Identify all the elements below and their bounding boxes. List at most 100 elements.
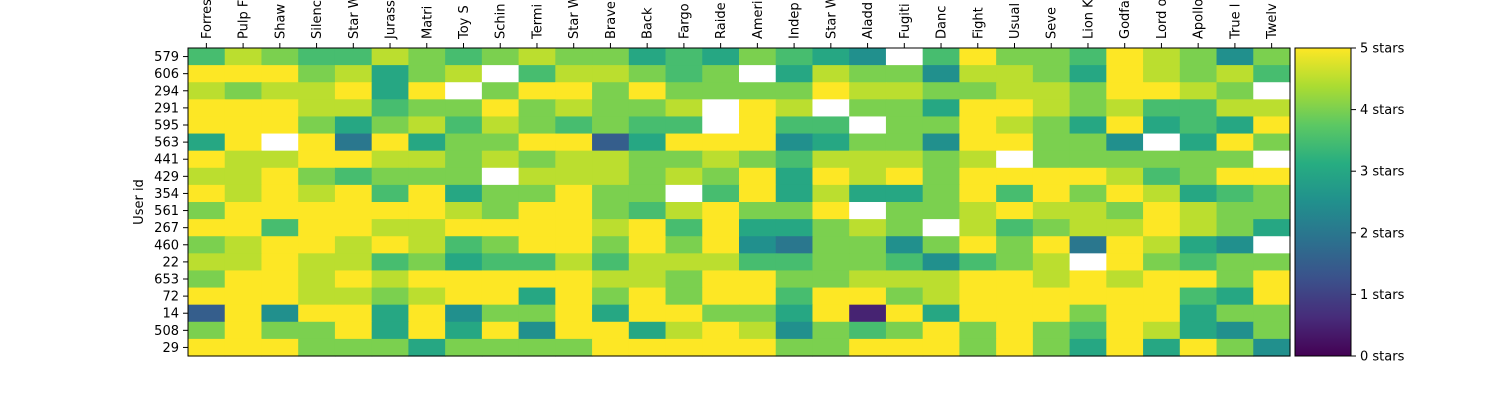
heatmap-cell [518, 287, 556, 306]
heatmap-cell [996, 338, 1034, 357]
heatmap-cell [1216, 270, 1254, 289]
heatmap-cell [1179, 65, 1218, 83]
row-label: 595 [154, 119, 179, 134]
column-label: Ameri [751, 0, 766, 39]
heatmap-cell [849, 338, 887, 357]
heatmap-cell [555, 184, 593, 203]
heatmap-cell [334, 202, 373, 220]
heatmap-cell [298, 99, 336, 118]
column-label: Usual [1008, 3, 1023, 39]
heatmap-cell [188, 48, 226, 66]
heatmap-cell [775, 99, 814, 118]
heatmap-cell [775, 236, 814, 254]
column-label: Star W [824, 0, 839, 39]
heatmap-cell [812, 167, 850, 186]
heatmap-cell [922, 133, 960, 152]
heatmap-cell [922, 270, 960, 289]
heatmap-cell [1069, 48, 1107, 66]
column-label: Toy S [457, 5, 472, 40]
heatmap-cell [775, 167, 814, 186]
heatmap-cell [188, 270, 226, 289]
heatmap-cell [1216, 321, 1254, 340]
heatmap-cell [1179, 321, 1218, 340]
heatmap-cell [1143, 304, 1181, 323]
heatmap-cell [188, 236, 226, 254]
heatmap-cell [1253, 48, 1291, 66]
heatmap-cell [1216, 219, 1254, 237]
heatmap-cell [408, 99, 446, 118]
heatmap-cell [1179, 236, 1218, 254]
heatmap-cell [849, 167, 887, 186]
heatmap-cell [1143, 202, 1181, 220]
column-label: Godfa [1118, 0, 1133, 39]
heatmap-cell [628, 270, 667, 289]
heatmap-cell [408, 338, 446, 357]
heatmap-cell [628, 304, 667, 323]
heatmap-cell [665, 219, 703, 237]
heatmap-cell [739, 116, 777, 135]
heatmap-cell [481, 167, 520, 186]
heatmap-cell [739, 304, 777, 323]
heatmap-cell [518, 236, 556, 254]
heatmap-cell [812, 82, 850, 100]
heatmap-cell [959, 65, 997, 83]
heatmap-cell [628, 82, 667, 100]
heatmap-cell [592, 167, 630, 186]
heatmap-cell [885, 253, 924, 272]
heatmap-cell [922, 116, 960, 135]
heatmap-cell [665, 236, 703, 254]
heatmap-cell [1179, 116, 1218, 135]
heatmap-cell [1253, 202, 1291, 220]
heatmap-cell [812, 202, 850, 220]
heatmap-cell [628, 253, 667, 272]
heatmap-cell [849, 219, 887, 237]
heatmap-cell [996, 219, 1034, 237]
heatmap-cell [1032, 99, 1071, 118]
heatmap-cell [188, 133, 226, 152]
row-label: 291 [154, 101, 179, 116]
heatmap-cell [996, 116, 1034, 135]
heatmap-cell [1216, 304, 1254, 323]
heatmap-cell [518, 184, 556, 203]
heatmap-cell [1179, 338, 1218, 357]
column-label: Fugiti [898, 3, 913, 39]
heatmap-cell [224, 82, 263, 100]
heatmap-cell [481, 270, 520, 289]
heatmap-cell [518, 48, 556, 66]
heatmap-cell [445, 82, 483, 100]
heatmap-cell [1143, 116, 1181, 135]
heatmap-cell [1253, 304, 1291, 323]
heatmap-cell [224, 287, 263, 306]
heatmap-cell [1069, 338, 1107, 357]
heatmap-cell [959, 202, 997, 220]
heatmap-cell [1032, 133, 1071, 152]
heatmap-cell [849, 65, 887, 83]
heatmap-cell [775, 65, 814, 83]
heatmap-cell [555, 236, 593, 254]
heatmap-cell [334, 150, 373, 169]
heatmap-cell [592, 116, 630, 135]
heatmap-cell [702, 133, 740, 152]
column-label: Termi [530, 4, 545, 40]
row-label: 22 [162, 255, 179, 270]
heatmap-cell [1253, 270, 1291, 289]
heatmap-cell [812, 184, 850, 203]
heatmap-cell [665, 65, 703, 83]
heatmap-cell [1143, 184, 1181, 203]
heatmap-cell [445, 65, 483, 83]
heatmap-cell [1179, 82, 1218, 100]
heatmap-cell [775, 202, 814, 220]
heatmap-cell [1032, 167, 1071, 186]
column-label: Star W [347, 0, 362, 39]
heatmap-cell [188, 116, 226, 135]
heatmap-cell [1216, 82, 1254, 100]
column-label: Silenc [310, 0, 325, 39]
heatmap-cell [665, 184, 703, 203]
heatmap-cell [849, 253, 887, 272]
heatmap-cell [665, 133, 703, 152]
heatmap-cell [996, 133, 1034, 152]
heatmap-cell [555, 219, 593, 237]
heatmap-cell [702, 167, 740, 186]
column-label: Indep [788, 2, 803, 39]
heatmap-cell [592, 150, 630, 169]
